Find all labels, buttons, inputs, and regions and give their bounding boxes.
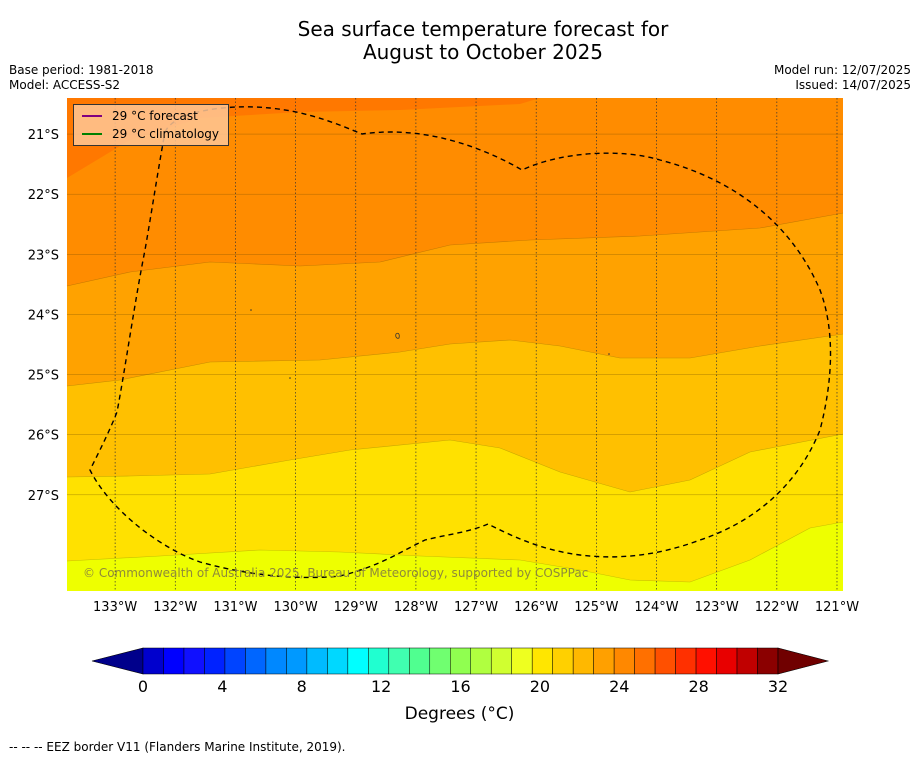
lon-tick-label: 126°W <box>514 600 558 615</box>
islet-marker <box>608 353 610 355</box>
longitude-gridlines <box>114 98 838 591</box>
legend-climatology-label: 29 °C climatology <box>112 127 220 141</box>
colorbar-segment <box>327 647 349 675</box>
colorbar-segment <box>757 647 779 675</box>
lon-tick-label: 129°W <box>334 600 378 615</box>
legend-climatology: 29 °C climatology <box>82 126 219 142</box>
contour-25 <box>66 333 844 387</box>
colorbar-segment <box>675 647 697 675</box>
colorbar-segment <box>531 647 553 675</box>
islet-marker <box>289 377 291 379</box>
meta-right: Model run: 12/07/2025 Issued: 14/07/2025 <box>774 63 911 93</box>
colorbar-segment <box>204 647 226 675</box>
eez-border <box>89 106 832 579</box>
colorbar-segment <box>347 647 369 675</box>
colorbar-tick-label: 16 <box>450 677 470 696</box>
colorbar-segment <box>245 647 267 675</box>
colorbar-segment <box>388 647 410 675</box>
colorbar-segment <box>265 647 287 675</box>
lon-tick-label: 125°W <box>574 600 618 615</box>
colorbar-segment <box>613 647 635 675</box>
lon-tick-label: 127°W <box>454 600 498 615</box>
lon-tick-label: 124°W <box>634 600 678 615</box>
colorbar-arrow-low <box>91 647 144 675</box>
colorbar-segment <box>409 647 431 675</box>
colorbar-segment <box>286 647 308 675</box>
model-name: Model: ACCESS-S2 <box>9 78 121 92</box>
contour-26 <box>66 212 844 287</box>
colorbar-segment <box>511 647 533 675</box>
colorbar-segment <box>654 647 676 675</box>
colorbar <box>91 647 830 675</box>
lon-tick-label: 122°W <box>755 600 799 615</box>
meta-left: Base period: 1981-2018 Model: ACCESS-S2 <box>9 63 154 93</box>
lat-tick-label: 26°S <box>28 429 59 444</box>
colorbar-segment <box>224 647 246 675</box>
eez-footnote: -- -- -- EEZ border V11 (Flanders Marine… <box>9 740 346 754</box>
colorbar-tick-label: 28 <box>688 677 708 696</box>
colorbar-segment <box>183 647 205 675</box>
climatology-swatch <box>82 133 102 135</box>
lon-tick-label: 121°W <box>815 600 859 615</box>
colorbar-segment <box>306 647 328 675</box>
temperature-field <box>66 98 844 591</box>
lat-tick-label: 24°S <box>28 308 59 323</box>
lat-tick-label: 23°S <box>28 248 59 263</box>
island-marker <box>395 332 400 339</box>
colorbar-segment <box>450 647 471 675</box>
lon-tick-label: 130°W <box>274 600 318 615</box>
colorbar-tick-label: 0 <box>138 677 148 696</box>
colorbar-tick-label: 8 <box>297 677 307 696</box>
colorbar-tick-label: 32 <box>768 677 788 696</box>
colorbar-segment <box>163 647 185 675</box>
contour-24 <box>66 433 844 493</box>
colorbar-segment <box>490 647 512 675</box>
colorbar-segment <box>552 647 574 675</box>
title-line-2: August to October 2025 <box>362 40 604 64</box>
legend-forecast-label: 29 °C forecast <box>112 109 198 123</box>
colorbar-segment <box>142 647 164 675</box>
contour-23 <box>66 521 844 583</box>
islet-marker <box>250 309 252 311</box>
colorbar-tick-label: 12 <box>371 677 391 696</box>
colorbar-segment <box>470 647 492 675</box>
forecast-swatch <box>82 115 102 117</box>
map-title: Sea surface temperature forecast for Aug… <box>0 18 919 64</box>
issued-date: Issued: 14/07/2025 <box>795 78 911 92</box>
contour-legend: 29 °C forecast 29 °C climatology <box>73 104 229 146</box>
lon-tick-label: 128°W <box>394 600 438 615</box>
colorbar-segment <box>716 647 738 675</box>
lon-tick-label: 132°W <box>153 600 197 615</box>
colorbar-ticks: 0 4 8 12 16 20 24 28 32 <box>138 677 788 696</box>
lat-tick-label: 22°S <box>28 188 59 203</box>
lat-tick-label: 21°S <box>28 128 59 143</box>
model-run: Model run: 12/07/2025 <box>773 63 911 77</box>
lon-tick-label: 123°W <box>695 600 739 615</box>
colorbar-tick-label: 4 <box>217 677 227 696</box>
copyright-notice: © Commonwealth of Australia 2025, Bureau… <box>83 566 589 580</box>
colorbar-segment <box>695 647 717 675</box>
legend-forecast: 29 °C forecast <box>82 108 198 124</box>
title-line-1: Sea surface temperature forecast for <box>297 17 669 41</box>
colorbar-tick-label: 24 <box>609 677 629 696</box>
lat-tick-label: 25°S <box>28 369 59 384</box>
lat-tick-label: 27°S <box>28 489 59 504</box>
colorbar-arrow-high <box>777 647 830 675</box>
colorbar-segment <box>368 647 390 675</box>
colorbar-segment <box>736 647 758 675</box>
colorbar-segment <box>572 647 594 675</box>
lon-tick-label: 131°W <box>213 600 257 615</box>
latitude-labels: 21°S 22°S 23°S 24°S 25°S 26°S 27°S <box>28 128 59 504</box>
lon-tick-label: 133°W <box>93 600 137 615</box>
latitude-gridlines <box>67 133 843 496</box>
colorbar-tick-label: 20 <box>530 677 550 696</box>
colorbar-title: Degrees (°C) <box>404 704 515 724</box>
colorbar-segment <box>429 647 451 675</box>
colorbar-segment <box>634 647 656 675</box>
base-period: Base period: 1981-2018 <box>9 63 154 77</box>
colorbar-segment <box>593 647 615 675</box>
longitude-labels: 133°W 132°W 131°W 130°W 129°W 128°W 127°W 126°W… <box>93 600 859 615</box>
